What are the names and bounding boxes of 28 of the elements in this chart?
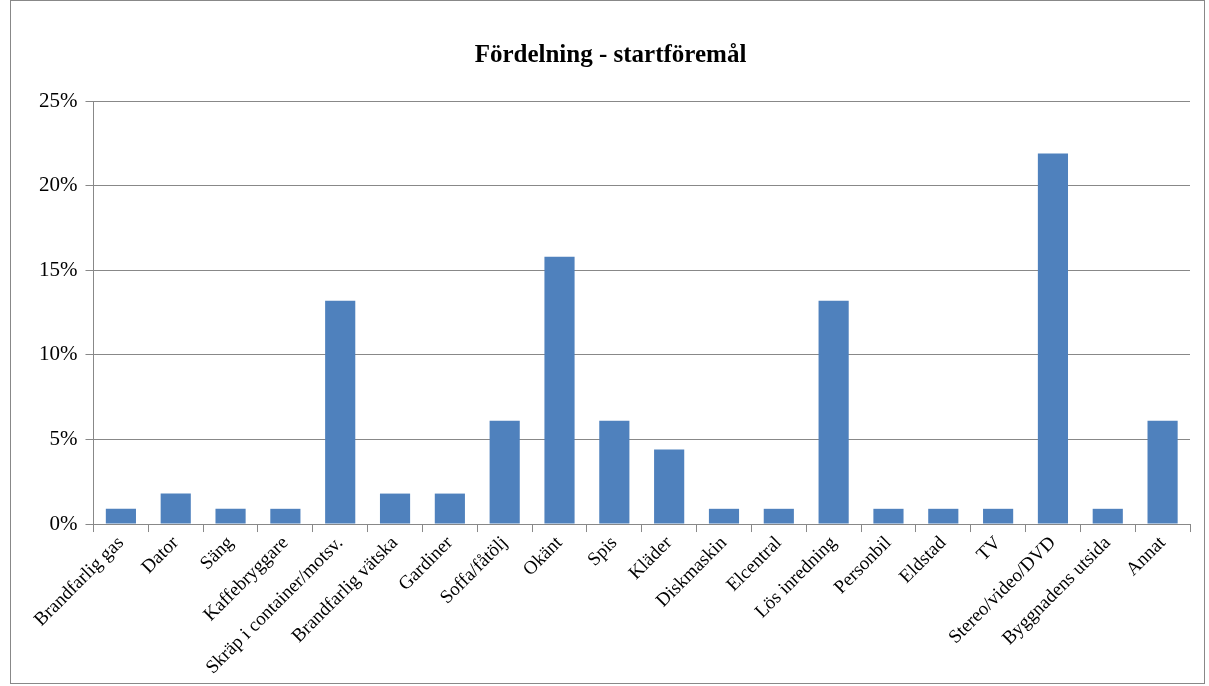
y-tick-label: 0% — [49, 510, 78, 535]
bar — [928, 508, 959, 524]
y-tick-label: 20% — [38, 172, 78, 197]
y-tick-label: 5% — [49, 425, 78, 450]
bar — [654, 449, 685, 524]
bar — [1147, 420, 1178, 524]
bar — [325, 300, 356, 524]
bar — [434, 493, 465, 524]
bar — [160, 493, 191, 524]
bar — [873, 508, 904, 524]
bar — [379, 493, 411, 524]
bar — [818, 300, 849, 524]
bar — [544, 256, 575, 524]
bar — [708, 508, 740, 524]
bar — [270, 508, 301, 524]
y-tick-label: 10% — [38, 341, 78, 366]
y-tick-label: 15% — [38, 256, 78, 281]
bar — [215, 508, 246, 524]
bar — [599, 420, 630, 524]
bar — [1092, 508, 1123, 524]
bar — [983, 508, 1014, 524]
bar — [105, 508, 136, 524]
bar — [763, 508, 794, 524]
chart-title: Fördelning - startföremål — [474, 40, 747, 68]
bar — [489, 420, 520, 524]
y-tick-label: 25% — [38, 87, 78, 112]
x-tick-label: Spis — [582, 531, 621, 570]
bar — [1037, 153, 1069, 524]
